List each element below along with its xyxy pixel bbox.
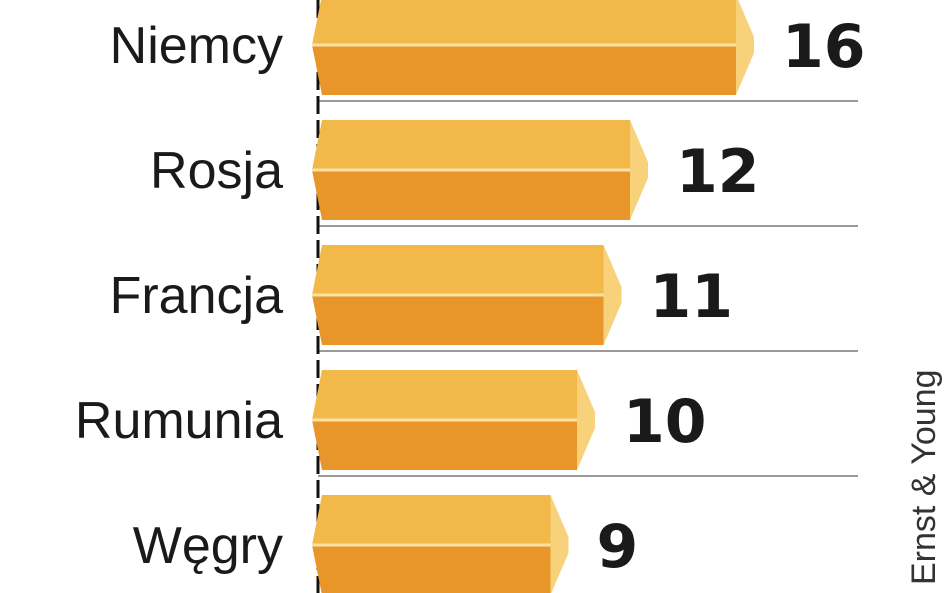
bar-bottom-face: [312, 420, 577, 470]
bar-end-cap: [736, 0, 754, 95]
grid-lines: [318, 100, 858, 477]
value-labels: 16 12 11 10 9: [597, 12, 866, 582]
category-label: Niemcy: [110, 17, 283, 75]
bar: [312, 120, 648, 220]
category-label: Węgry: [133, 517, 283, 575]
bars: [312, 0, 754, 593]
value-label: 11: [650, 262, 734, 332]
category-label: Rumunia: [75, 392, 283, 450]
bar-top-face: [312, 370, 577, 420]
bar-top-face: [312, 0, 736, 45]
source-label: Ernst & Young: [905, 369, 943, 585]
bar-bottom-face: [312, 295, 604, 345]
bar-end-cap: [630, 120, 648, 220]
bar-bottom-face: [312, 45, 736, 95]
bar-bottom-face: [312, 170, 630, 220]
bar: [312, 495, 569, 593]
bar: [312, 0, 754, 95]
category-label: Francja: [110, 267, 283, 325]
bar-top-face: [312, 120, 630, 170]
value-label: 16: [782, 12, 866, 82]
bar-bottom-face: [312, 545, 551, 593]
category-labels: Niemcy Rosja Francja Rumunia Węgry: [75, 17, 283, 575]
bar-top-face: [312, 495, 551, 545]
bar-top-face: [312, 245, 604, 295]
value-label: 9: [597, 512, 639, 582]
category-label: Rosja: [150, 142, 283, 200]
bar-end-cap: [550, 495, 569, 593]
bar-end-cap: [577, 370, 595, 470]
bar-end-cap: [603, 245, 622, 345]
value-label: 10: [623, 387, 707, 457]
bar: [312, 245, 622, 345]
bar: [312, 370, 595, 470]
value-label: 12: [676, 137, 760, 207]
